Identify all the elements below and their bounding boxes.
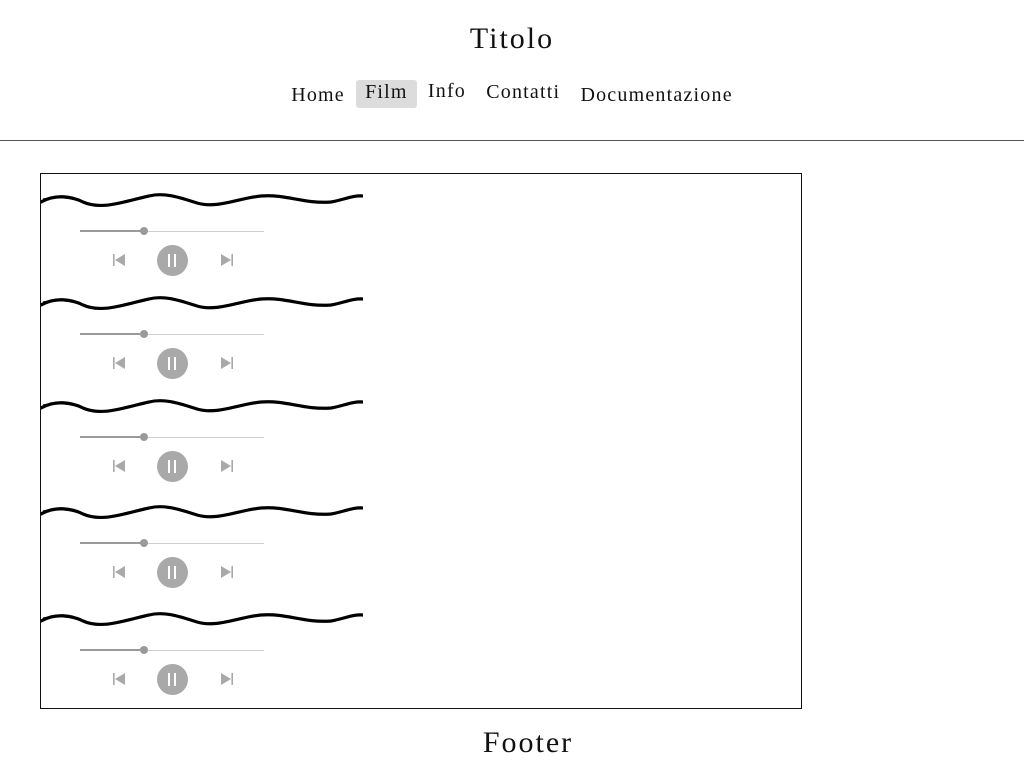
player-controls (41, 244, 371, 276)
progress-bar[interactable] (80, 433, 264, 441)
skip-forward-icon[interactable] (219, 459, 235, 473)
skip-forward-icon[interactable] (219, 565, 235, 579)
audio-player (41, 277, 371, 380)
pause-icon[interactable] (157, 664, 188, 695)
waveform (41, 193, 363, 207)
progress-handle[interactable] (140, 330, 149, 338)
pause-icon[interactable] (157, 557, 188, 588)
progress-handle[interactable] (140, 433, 149, 441)
nav-item-documentazione[interactable]: Documentazione (580, 84, 733, 106)
waveform (41, 612, 363, 626)
progress-fill (80, 333, 145, 335)
skip-forward-icon[interactable] (219, 253, 235, 267)
skip-back-icon[interactable] (111, 672, 127, 686)
pause-icon[interactable] (157, 245, 188, 276)
progress-bar[interactable] (80, 227, 264, 235)
footer: Footer (482, 726, 574, 759)
player-controls (41, 347, 371, 379)
progress-bar[interactable] (80, 539, 264, 547)
skip-back-icon[interactable] (111, 565, 127, 579)
progress-fill (80, 542, 145, 544)
skip-back-icon[interactable] (111, 356, 127, 370)
header-divider (0, 140, 1024, 141)
site-title: Titolo (469, 22, 555, 55)
progress-fill (80, 230, 145, 232)
nav-item-contatti[interactable]: Contatti (486, 81, 561, 103)
main-nav: Home Film Info Contatti Documentazione (0, 80, 1024, 108)
film-list (40, 173, 802, 709)
pause-icon[interactable] (157, 451, 188, 482)
player-controls (41, 556, 371, 588)
audio-player (41, 486, 371, 593)
player-controls (41, 663, 371, 695)
nav-item-home[interactable]: Home (291, 84, 345, 106)
skip-forward-icon[interactable] (219, 356, 235, 370)
skip-back-icon[interactable] (111, 253, 127, 267)
audio-player (41, 593, 371, 697)
progress-fill (80, 649, 145, 651)
audio-player (41, 174, 371, 277)
progress-handle[interactable] (140, 646, 149, 654)
player-controls (41, 450, 371, 482)
skip-forward-icon[interactable] (219, 672, 235, 686)
audio-player (41, 380, 371, 486)
waveform (41, 399, 363, 413)
progress-handle[interactable] (140, 539, 149, 547)
waveform (41, 505, 363, 519)
progress-handle[interactable] (140, 227, 149, 235)
progress-fill (80, 436, 145, 438)
skip-back-icon[interactable] (111, 459, 127, 473)
nav-item-film[interactable]: Film (356, 80, 417, 108)
progress-bar[interactable] (80, 646, 264, 654)
waveform (41, 296, 363, 310)
nav-item-info[interactable]: Info (427, 80, 467, 102)
pause-icon[interactable] (157, 348, 188, 379)
progress-bar[interactable] (80, 330, 264, 338)
